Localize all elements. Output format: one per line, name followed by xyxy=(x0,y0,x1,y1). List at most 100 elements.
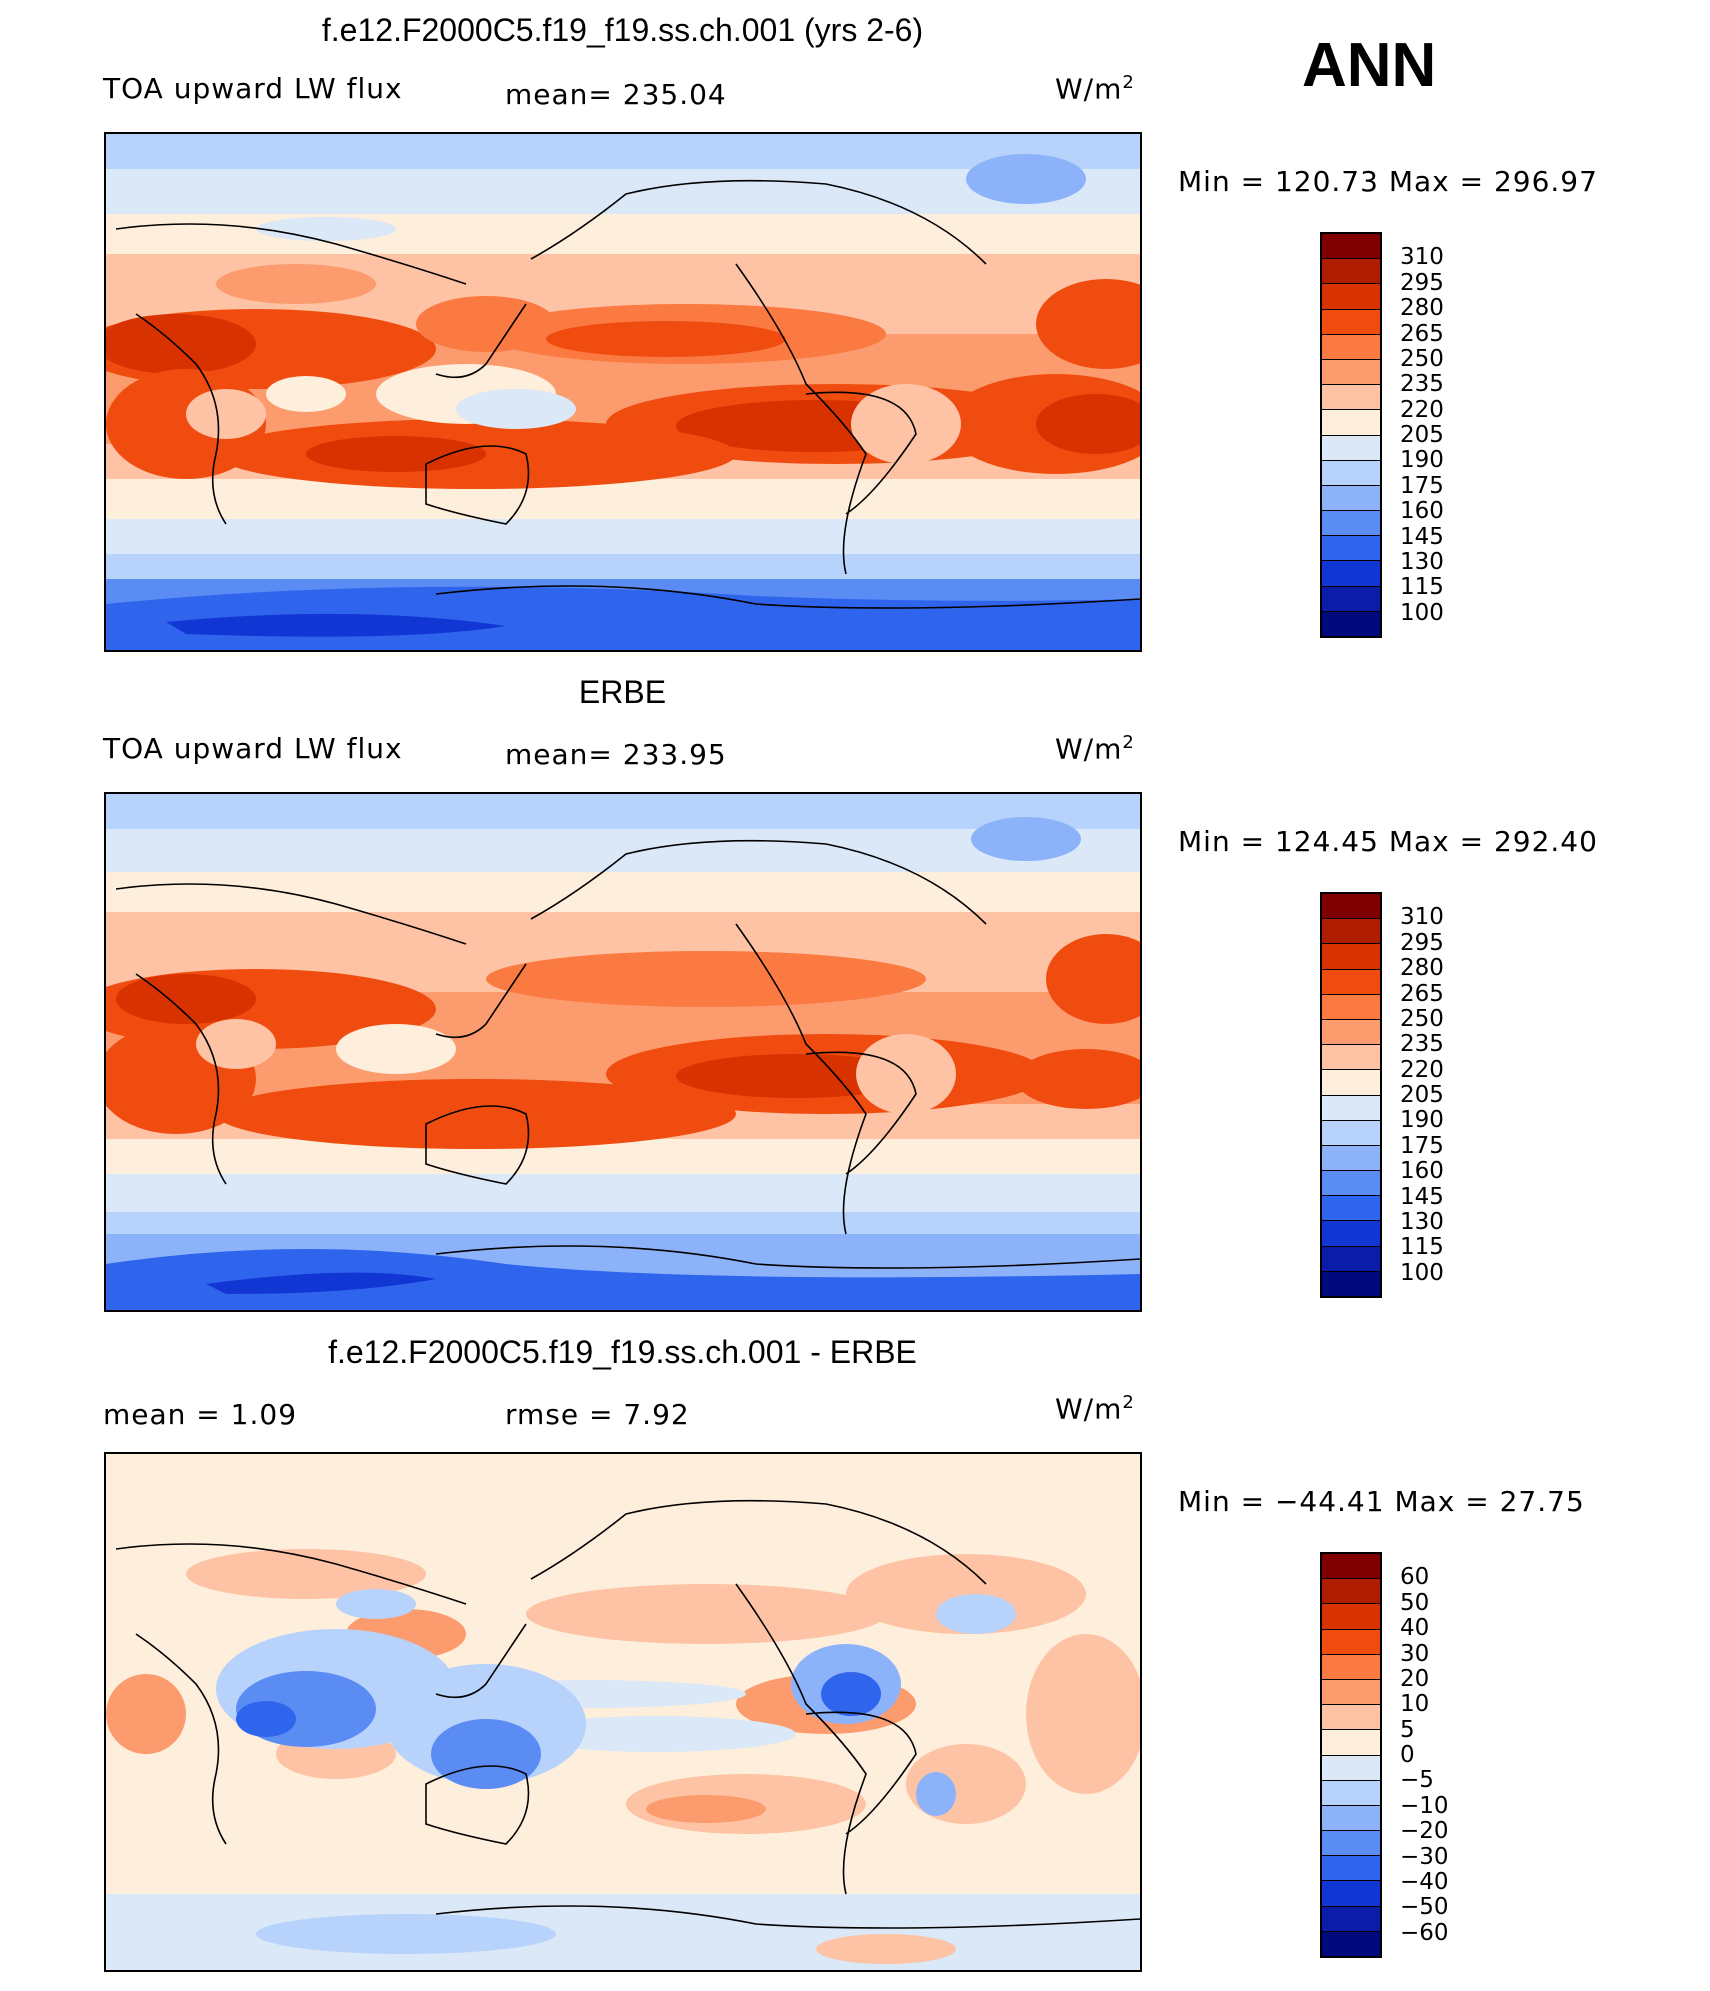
panel-1-colorbar-swatch xyxy=(1322,485,1380,512)
panel-2-mean-label: mean= 233.95 xyxy=(505,738,727,771)
panel-1-colorbar-swatch xyxy=(1322,435,1380,461)
panel-1-tick-label: 235 xyxy=(1400,371,1444,398)
panel-1-tick-label: 190 xyxy=(1400,447,1444,474)
panel-3-tick-label: −5 xyxy=(1400,1767,1434,1794)
panel-3-tick-label: 20 xyxy=(1400,1665,1430,1692)
panel-3-tick-label: −50 xyxy=(1400,1894,1449,1921)
panel-2-colorbar-swatch xyxy=(1322,919,1380,945)
panel-2-map xyxy=(104,792,1142,1312)
panel-1-colorbar-swatch xyxy=(1322,586,1380,612)
panel-1-colorbar-swatch xyxy=(1322,561,1380,587)
panel-1-colorbar-swatch xyxy=(1322,410,1380,436)
panel-1-tick-label: 220 xyxy=(1400,396,1444,423)
panel-2-tick-label: 310 xyxy=(1400,904,1444,931)
panel-3-colorbar-swatch xyxy=(1322,1780,1380,1806)
panel-1-units: W/m2 xyxy=(1055,72,1135,106)
panel-1-range: Min = 120.73 Max = 296.97 xyxy=(1178,165,1598,198)
panel-1-colorbar-swatch xyxy=(1322,309,1380,335)
panel-2-tick-label: 265 xyxy=(1400,980,1444,1007)
panel-2-tick-label: 280 xyxy=(1400,955,1444,982)
panel-3-tick-label: 0 xyxy=(1400,1742,1415,1768)
panel-1-tick-label: 265 xyxy=(1400,320,1444,347)
panel-3-colorbar-swatch xyxy=(1322,1654,1380,1680)
panel-1-colorbar xyxy=(1320,232,1382,638)
panel-3-colorbar-swatch xyxy=(1322,1679,1380,1706)
panel-3-map-svg xyxy=(106,1454,1140,1970)
panel-1-tick-label: 280 xyxy=(1400,295,1444,322)
panel-2-tick-label: 205 xyxy=(1400,1082,1444,1108)
panel-2-colorbar-swatch xyxy=(1322,1045,1380,1071)
panel-2-tick-label: 235 xyxy=(1400,1031,1444,1058)
panel-3-rmse-label: rmse = 7.92 xyxy=(505,1398,690,1431)
panel-1-tick-label: 295 xyxy=(1400,269,1444,296)
panel-3-colorbar-swatch xyxy=(1322,1755,1380,1781)
panel-2-colorbar-swatch xyxy=(1322,1271,1380,1296)
panel-3-colorbar-swatch xyxy=(1322,1831,1380,1857)
panel-1-tick-label: 115 xyxy=(1400,574,1444,601)
panel-1-tick-label: 100 xyxy=(1400,599,1444,626)
panel-1-colorbar-swatch xyxy=(1322,511,1380,537)
panel-2-range: Min = 124.45 Max = 292.40 xyxy=(1178,825,1598,858)
panel-3-range: Min = −44.41 Max = 27.75 xyxy=(1178,1485,1585,1518)
panel-1-tick-label: 175 xyxy=(1400,472,1444,499)
panel-3-tick-label: 40 xyxy=(1400,1615,1430,1642)
panel-2-tick-label: 295 xyxy=(1400,929,1444,956)
panel-1-tick-label: 160 xyxy=(1400,498,1444,525)
panel-1-map-svg xyxy=(106,134,1140,650)
panel-2-tick-label: 115 xyxy=(1400,1234,1444,1261)
panel-1-tick-label: 250 xyxy=(1400,345,1444,372)
panel-1-colorbar-swatch xyxy=(1322,334,1380,360)
panel-2-colorbar-swatch xyxy=(1322,1019,1380,1046)
panel-1-tick-label: 310 xyxy=(1400,244,1444,271)
panel-3-colorbar-swatch xyxy=(1322,1856,1380,1882)
panel-3-tick-label: 5 xyxy=(1400,1716,1415,1743)
panel-3-colorbar xyxy=(1320,1552,1382,1958)
panel-2-colorbar-swatch xyxy=(1322,1120,1380,1146)
panel-2-map-svg xyxy=(106,794,1140,1310)
panel-2-colorbar-swatch xyxy=(1322,894,1380,920)
panel-2-colorbar-swatch xyxy=(1322,1171,1380,1197)
panel-3-colorbar-swatch xyxy=(1322,1906,1380,1932)
panel-1-tick-label: 130 xyxy=(1400,548,1444,575)
panel-2-units: W/m2 xyxy=(1055,732,1135,766)
panel-1-colorbar-swatch xyxy=(1322,460,1380,486)
panel-2-tick-label: 100 xyxy=(1400,1259,1444,1286)
panel-3-tick-label: 10 xyxy=(1400,1691,1430,1718)
panel-1-mean-label: mean= 235.04 xyxy=(505,78,727,111)
panel-2-tick-label: 145 xyxy=(1400,1183,1444,1210)
panel-3-tick-label: 60 xyxy=(1400,1564,1430,1591)
panel-3-tick-label: 30 xyxy=(1400,1640,1430,1667)
panel-3-title: f.e12.F2000C5.f19_f19.ss.ch.001 - ERBE xyxy=(328,1334,917,1370)
season-label: ANN xyxy=(1302,31,1437,100)
panel-2-colorbar-swatch xyxy=(1322,1221,1380,1247)
panel-1-colorbar-swatch xyxy=(1322,611,1380,636)
panel-1-colorbar-swatch xyxy=(1322,284,1380,310)
panel-2-colorbar-swatch xyxy=(1322,1246,1380,1272)
panel-3-tick-label: −30 xyxy=(1400,1843,1449,1870)
panel-3-tick-label: −40 xyxy=(1400,1868,1449,1895)
panel-2-colorbar-swatch xyxy=(1322,969,1380,995)
panel-2-variable-label: TOA upward LW flux xyxy=(103,732,403,765)
panel-3-units: W/m2 xyxy=(1055,1392,1135,1426)
panel-3-colorbar-swatch xyxy=(1322,1805,1380,1832)
panel-3-tick-label: −60 xyxy=(1400,1919,1449,1946)
panel-1-tick-label: 145 xyxy=(1400,523,1444,550)
panel-2-colorbar-swatch xyxy=(1322,1070,1380,1096)
panel-1-variable-label: TOA upward LW flux xyxy=(103,72,403,105)
panel-1-colorbar-swatch xyxy=(1322,234,1380,260)
panel-2-tick-label: 160 xyxy=(1400,1158,1444,1185)
panel-3-colorbar-swatch xyxy=(1322,1579,1380,1605)
panel-2-tick-label: 220 xyxy=(1400,1056,1444,1083)
panel-3-mean-label: mean = 1.09 xyxy=(103,1398,298,1431)
panel-2-colorbar xyxy=(1320,892,1382,1298)
panel-2-tick-label: 250 xyxy=(1400,1005,1444,1032)
panel-3-colorbar-swatch xyxy=(1322,1554,1380,1580)
panel-3-colorbar-swatch xyxy=(1322,1705,1380,1731)
panel-3-colorbar-swatch xyxy=(1322,1881,1380,1907)
panel-3-tick-label: −10 xyxy=(1400,1792,1449,1819)
panel-3-tick-label: 50 xyxy=(1400,1589,1430,1616)
panel-3-colorbar-swatch xyxy=(1322,1604,1380,1630)
panel-3-colorbar-swatch xyxy=(1322,1730,1380,1756)
panel-2-colorbar-swatch xyxy=(1322,1145,1380,1172)
